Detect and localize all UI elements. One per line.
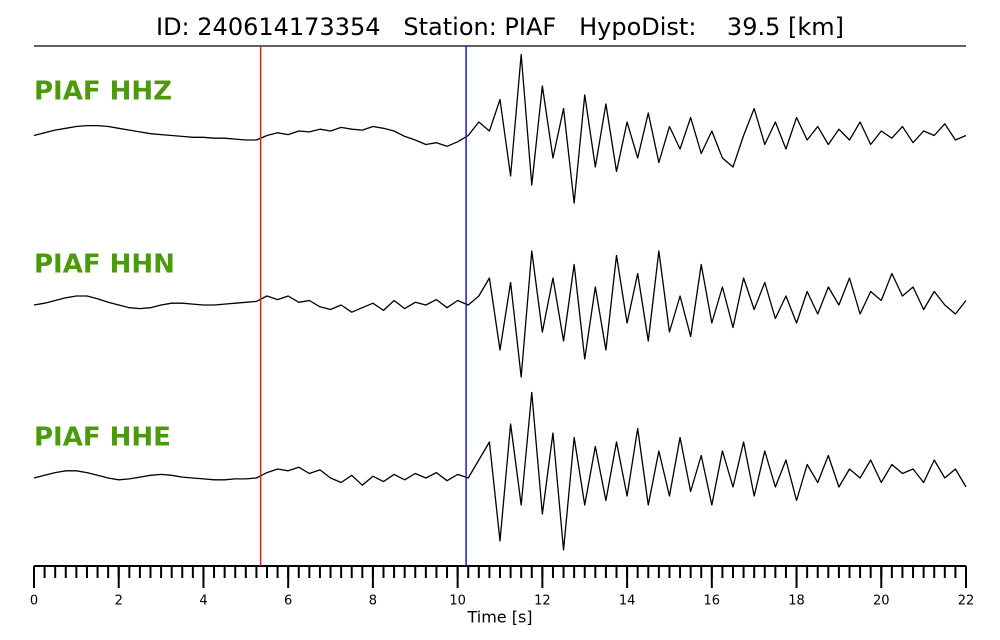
x-tick-label: 2 bbox=[115, 594, 123, 609]
x-tick-label: 12 bbox=[534, 594, 551, 609]
x-tick-label: 6 bbox=[284, 594, 292, 609]
waveform bbox=[33, 53, 967, 204]
waveform bbox=[33, 391, 967, 551]
x-tick-label: 16 bbox=[704, 594, 721, 609]
trace-label: PIAF HHE bbox=[34, 423, 171, 453]
x-tick-label: 18 bbox=[788, 594, 805, 609]
trace-label: PIAF HHN bbox=[34, 250, 175, 280]
x-tick-label: 10 bbox=[449, 594, 466, 609]
trace-label: PIAF HHZ bbox=[34, 77, 172, 107]
waveform bbox=[33, 250, 967, 378]
x-tick-label: 22 bbox=[958, 594, 975, 609]
x-tick-label: 14 bbox=[619, 594, 636, 609]
x-tick-label: 20 bbox=[873, 594, 890, 609]
x-tick-label: 4 bbox=[199, 594, 207, 609]
x-tick-label: 8 bbox=[369, 594, 377, 609]
x-axis-label: Time [s] bbox=[466, 608, 532, 627]
chart-title: ID: 240614173354 Station: PIAF HypoDist:… bbox=[156, 13, 844, 41]
x-tick-label: 0 bbox=[30, 594, 38, 609]
